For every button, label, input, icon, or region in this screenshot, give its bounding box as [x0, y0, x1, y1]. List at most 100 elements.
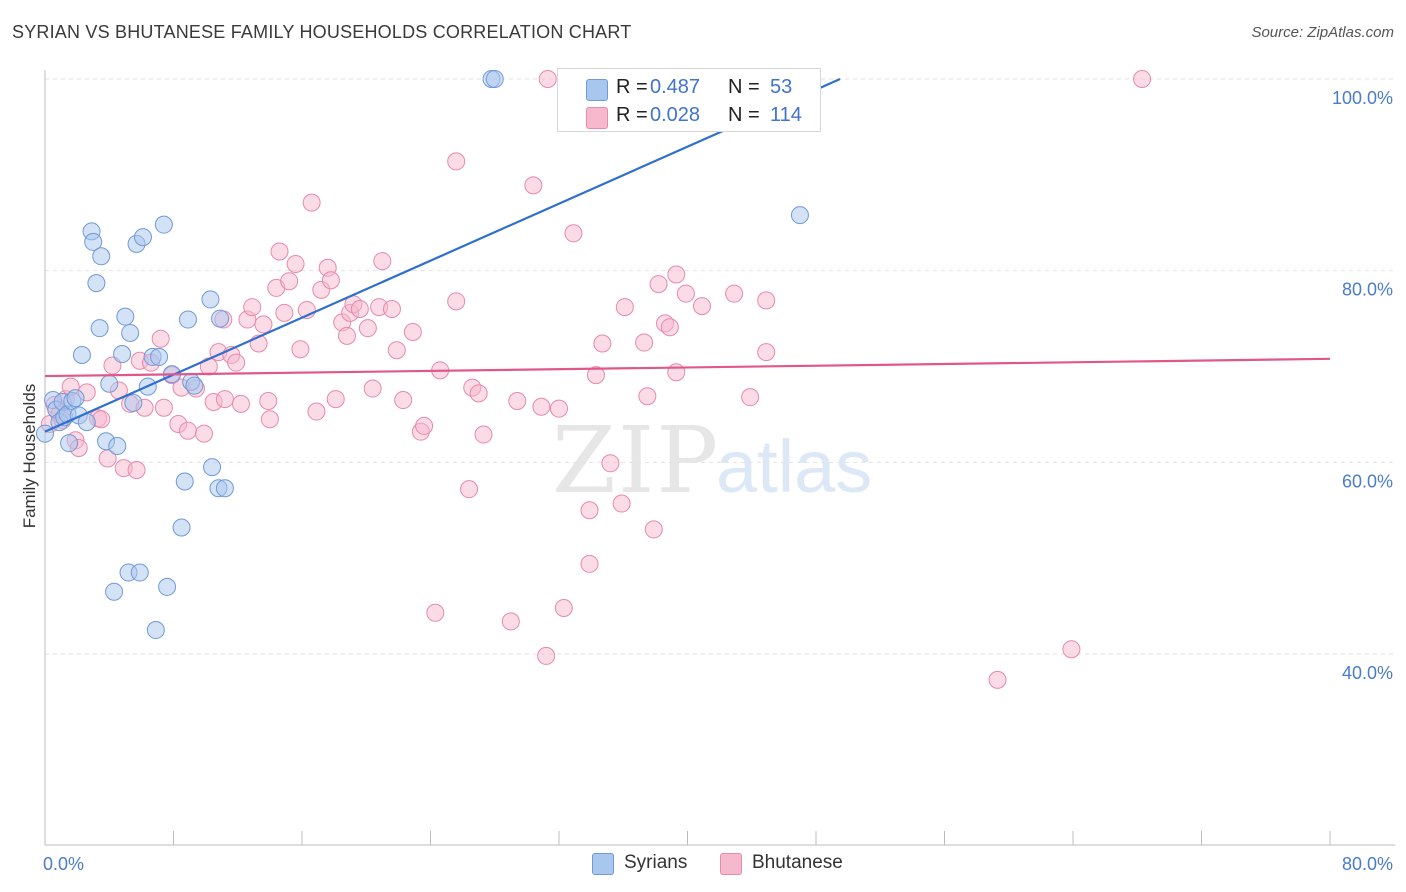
bhutanese-point [580, 554, 599, 573]
chart-title: SYRIAN VS BHUTANESE FAMILY HOUSEHOLDS CO… [12, 22, 632, 42]
bhutanese-point [387, 341, 406, 360]
bhutanese-point [227, 353, 246, 372]
bhutanese-point [447, 292, 466, 311]
syrians-point [124, 393, 143, 412]
x-tick-label: 80.0% [1342, 854, 1393, 874]
bhutanese-point [537, 646, 556, 665]
trendlines [44, 77, 1331, 433]
bhutanese-point [538, 70, 557, 88]
legend-r-key: R = [616, 104, 648, 126]
bhutanese-point [988, 670, 1007, 689]
bhutanese-point [373, 252, 392, 271]
syrians-point [146, 621, 165, 640]
bhutanese-point [151, 329, 170, 348]
syrians-point [485, 70, 504, 88]
y-tick-label: 40.0% [1342, 663, 1393, 683]
syrians-point [158, 577, 177, 596]
syrians-legend-swatch [592, 853, 614, 875]
bhutanese-point [259, 392, 278, 410]
syrians-point [215, 479, 234, 498]
bhutanese-point [243, 298, 262, 317]
bhutanese-point [127, 461, 146, 479]
watermark-zip: ZIP [552, 407, 720, 514]
syrians-swatch [586, 79, 608, 101]
bhutanese-point [635, 333, 654, 352]
bhutanese-point [586, 366, 605, 385]
legend-n-value: 53 [770, 76, 793, 98]
syrians-point [72, 346, 91, 364]
bhutanese-point [757, 343, 776, 362]
syrians-point [211, 309, 230, 328]
syrians-point [175, 472, 194, 491]
legend-n-key: N = [728, 76, 760, 98]
bhutanese-point [638, 387, 657, 406]
syrians-point [87, 274, 106, 293]
bhutanese-point [692, 297, 711, 316]
bhutanese-point [154, 398, 173, 417]
legend-n-key: N = [728, 104, 760, 126]
syrians-point [203, 458, 222, 477]
syrians-point [790, 206, 809, 225]
bhutanese-point [554, 599, 573, 617]
watermark: ZIP atlas [552, 407, 872, 514]
syrians-legend-label: Syrians [624, 852, 688, 873]
syrians-point [130, 563, 149, 582]
bhutanese-trendline [44, 357, 1331, 378]
source-credit: Source: ZipAtlas.com [1251, 24, 1394, 41]
bhutanese-point [178, 421, 197, 440]
syrians-point [108, 437, 127, 456]
syrians-point [84, 232, 103, 251]
legend-row-syrians: R = 0.487 N = 53 [558, 72, 820, 102]
bhutanese-point [615, 298, 634, 317]
syrians-point [178, 310, 197, 329]
syrians-point [201, 290, 220, 309]
legend-r-value: 0.028 [650, 104, 701, 126]
bhutanese-point [532, 397, 551, 416]
bhutanese-point [321, 271, 340, 290]
bhutanese-point [524, 176, 543, 195]
bhutanese-point [593, 334, 612, 353]
bhutanese-point [415, 416, 434, 435]
bhutanese-point [358, 319, 377, 338]
syrians-point [133, 228, 152, 247]
syrians-point [92, 247, 111, 266]
bhutanese-point [550, 399, 568, 418]
correlation-legend: R = 0.487 N = 53 R = 0.028 N = 114 [557, 68, 821, 132]
bhutanese-point [741, 388, 760, 407]
bhutanese-point [337, 326, 356, 345]
x-tick-label: 0.0% [43, 854, 84, 874]
syrians-point [60, 434, 79, 453]
bhutanese-point [447, 152, 466, 171]
bhutanese-point [382, 300, 401, 318]
bhutanese-point [215, 390, 234, 409]
bhutanese-point [286, 254, 305, 273]
y-axis-label: Family Households [20, 384, 39, 529]
syrians-point [154, 215, 173, 234]
bhutanese-point [649, 275, 668, 294]
bhutanese-point [757, 291, 776, 310]
y-tick-label: 100.0% [1332, 88, 1393, 108]
tick-labels: 40.0% 60.0% 80.0% 100.0% 0.0% 80.0% [43, 88, 1393, 874]
syrians-point [90, 319, 109, 338]
bhutanese-point [667, 363, 686, 382]
bhutanese-point [725, 284, 744, 303]
bhutanese-point [280, 272, 299, 291]
bhutanese-swatch [586, 107, 608, 129]
syrians-point [116, 307, 135, 326]
syrians-points [36, 70, 809, 640]
bhutanese-point [260, 410, 279, 429]
bhutanese-point [644, 520, 663, 539]
bhutanese-point [580, 501, 599, 520]
syrians-point [36, 424, 54, 443]
bhutanese-point [564, 224, 583, 243]
bhutanese-point [302, 193, 321, 212]
bhutanese-point [460, 480, 479, 499]
bhutanese-point [601, 454, 620, 473]
syrians-trendline [44, 77, 841, 433]
watermark-atlas: atlas [716, 425, 872, 508]
legend-row-bhutanese: R = 0.028 N = 114 [558, 100, 820, 130]
bhutanese-point [291, 340, 310, 359]
bhutanese-point [508, 392, 527, 410]
bhutanese-point [363, 379, 382, 398]
y-tick-label: 60.0% [1342, 471, 1393, 491]
